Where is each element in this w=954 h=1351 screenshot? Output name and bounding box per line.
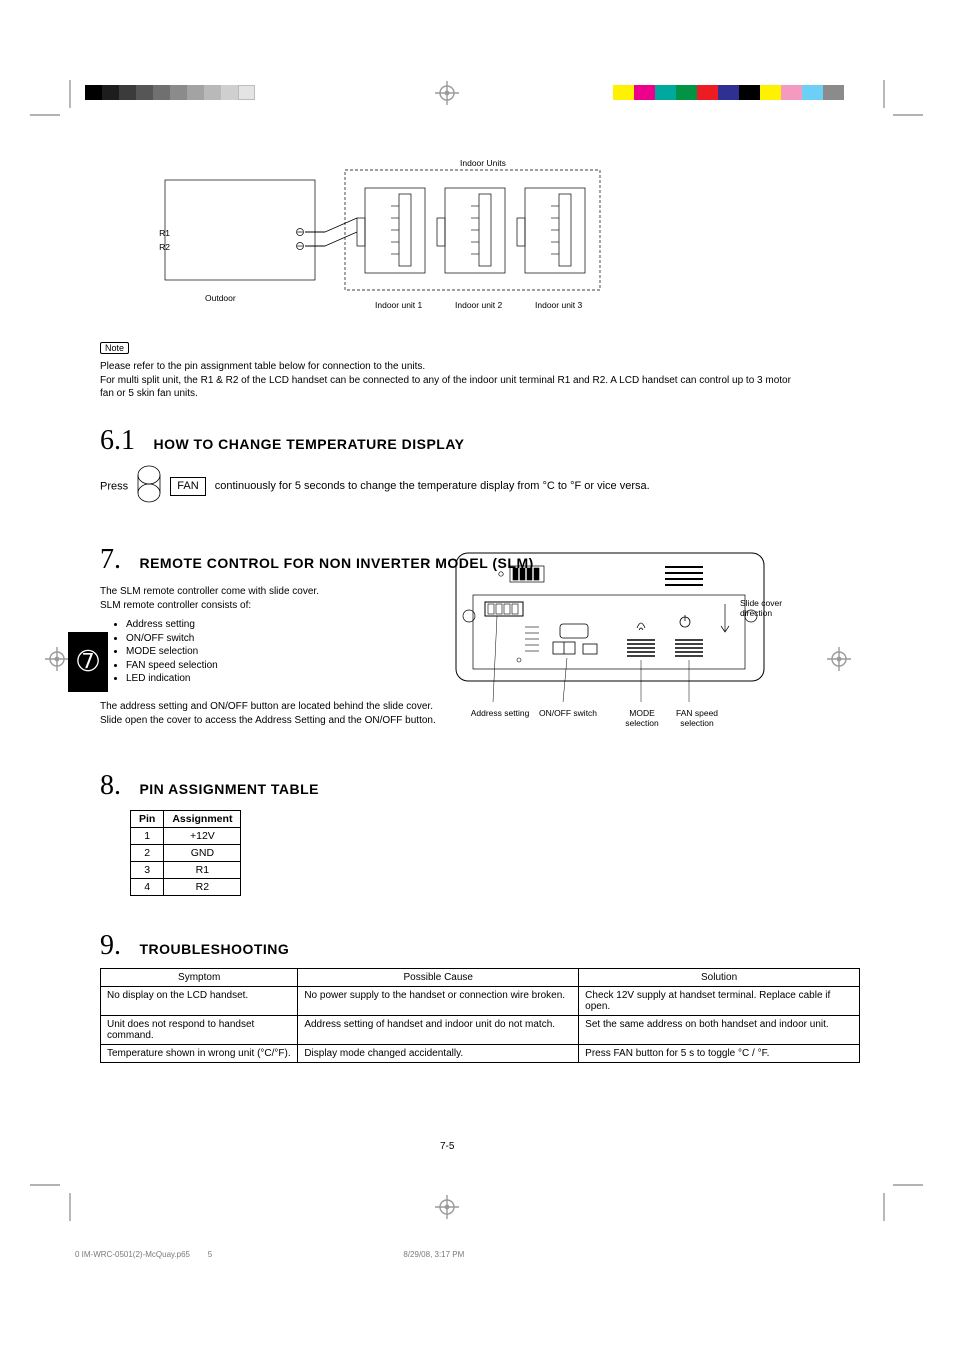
job-line: 0 IM-WRC-0501(2)-McQuay.p65 5 8/29/08, 3… [75,1250,464,1259]
grey-step-wedge [85,85,255,100]
label-slide: Slide cover direction [740,598,795,618]
heading-9: 9. TROUBLESHOOTING [100,930,289,962]
note-block: Note Please refer to the pin assignment … [100,338,800,401]
heading-6-1: 6.1 HOW TO CHANGE TEMPERATURE DISPLAY [100,425,465,457]
slm-list: Address setting ON/OFF switch MODE selec… [110,618,426,686]
iu3-label: Indoor unit 3 [535,300,582,310]
slm-intro: The SLM remote controller come with slid… [100,585,430,612]
outdoor-label: Outdoor [205,293,236,303]
label-fan: FAN speed selection [662,708,732,728]
temp-display-text: Press FAN continuously for 5 seconds to … [100,465,820,508]
r2-label: R2 [150,242,170,252]
label-onoff: ON/OFF switch [538,708,598,718]
color-step-wedge [613,85,844,100]
r1-label: R1 [150,228,170,238]
slm-panel-diagram [455,552,765,732]
trouble-table: Symptom Possible Cause Solution No displ… [100,968,860,1063]
indoor-units-label: Indoor Units [460,158,506,168]
label-addr: Address setting [470,708,530,718]
iu2-label: Indoor unit 2 [455,300,502,310]
iu1-label: Indoor unit 1 [375,300,422,310]
page-number: 7-5 [440,1140,454,1154]
pin-table: PinAssignment 1+12V 2GND 3R1 4R2 [130,810,241,896]
note-label: Note [100,342,129,354]
fan-button-label: FAN [170,477,205,496]
heading-8: 8. PIN ASSIGNMENT TABLE [100,770,319,802]
slm-after: The address setting and ON/OFF button ar… [100,700,440,727]
chapter-tab-7: ➆ [68,632,108,692]
note-body: Please refer to the pin assignment table… [100,360,800,401]
fan-button-icon [137,465,161,503]
